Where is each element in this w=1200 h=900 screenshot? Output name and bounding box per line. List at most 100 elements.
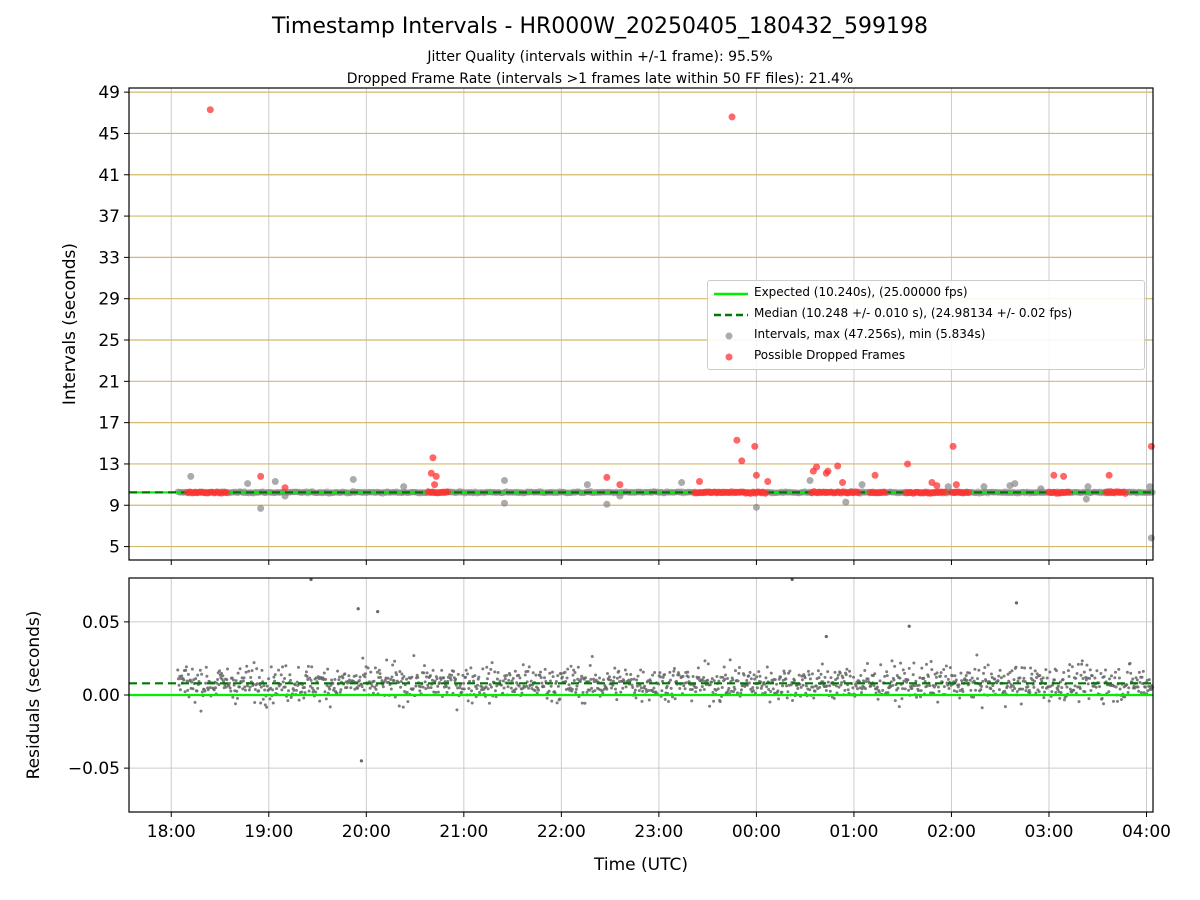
residual-point bbox=[227, 681, 231, 685]
residual-point bbox=[347, 674, 351, 678]
residual-point bbox=[1102, 675, 1106, 679]
residual-point bbox=[549, 684, 553, 688]
residual-point bbox=[269, 686, 273, 690]
residual-point bbox=[1088, 668, 1092, 672]
residual-point bbox=[203, 689, 207, 693]
residual-point bbox=[872, 683, 876, 687]
residual-point bbox=[310, 686, 314, 690]
residual-point bbox=[281, 665, 285, 669]
residual-point bbox=[825, 684, 829, 688]
residual-point bbox=[259, 701, 263, 705]
residual-point bbox=[1023, 666, 1027, 670]
residual-point bbox=[615, 698, 619, 702]
residual-point bbox=[414, 684, 418, 688]
residual-point bbox=[833, 670, 837, 674]
residual-point bbox=[542, 676, 546, 680]
residual-point bbox=[540, 681, 544, 685]
residual-point bbox=[550, 670, 554, 674]
residual-point bbox=[960, 679, 964, 683]
residual-point bbox=[632, 677, 636, 681]
residual-point bbox=[885, 670, 889, 674]
interval-outlier-point bbox=[806, 476, 814, 484]
residual-point bbox=[1011, 689, 1015, 693]
interval-outlier-point bbox=[980, 483, 988, 491]
residual-point bbox=[630, 683, 634, 687]
residual-point bbox=[997, 674, 1001, 678]
residual-point bbox=[1065, 685, 1069, 689]
residual-point bbox=[511, 676, 515, 680]
residual-point bbox=[1024, 689, 1028, 693]
residual-point bbox=[634, 696, 638, 700]
residual-point bbox=[716, 687, 720, 691]
residual-point bbox=[975, 653, 979, 657]
residual-point bbox=[1117, 667, 1121, 671]
residual-point bbox=[176, 677, 180, 681]
residual-point bbox=[462, 681, 466, 685]
residual-point bbox=[1028, 690, 1032, 694]
residual-point bbox=[893, 699, 897, 703]
interval-outlier-point bbox=[1037, 485, 1045, 493]
residual-point bbox=[881, 688, 885, 692]
residual-point bbox=[1007, 681, 1011, 685]
intervals-axes: 5 9 13 17 21 25 29 33 37 41 45 49 Intervals (seconds… bbox=[60, 83, 1156, 565]
residual-point bbox=[1109, 674, 1113, 678]
dropped-frame-point bbox=[206, 106, 214, 114]
residual-point bbox=[765, 685, 769, 689]
residual-point bbox=[391, 663, 395, 667]
residual-point bbox=[580, 674, 584, 678]
residual-point bbox=[708, 683, 712, 687]
residual-point bbox=[979, 688, 983, 692]
residual-point bbox=[676, 671, 680, 675]
residual-point bbox=[769, 689, 773, 693]
residual-point bbox=[828, 689, 832, 693]
residual-point bbox=[421, 685, 425, 689]
residual-point bbox=[458, 683, 462, 687]
residual-point bbox=[281, 680, 285, 684]
residual-point bbox=[527, 665, 531, 669]
residual-point bbox=[433, 679, 437, 683]
bottom-xtick-label: 22:00 bbox=[537, 822, 586, 842]
residual-point bbox=[1022, 676, 1026, 680]
residual-point bbox=[241, 687, 245, 691]
residual-point bbox=[1066, 669, 1070, 673]
residual-point bbox=[1059, 691, 1063, 695]
residual-point bbox=[901, 687, 905, 691]
residual-point bbox=[339, 688, 343, 692]
residual-point bbox=[369, 670, 373, 674]
residual-point bbox=[947, 687, 951, 691]
dropped-frame-point bbox=[429, 454, 437, 462]
residual-point bbox=[328, 705, 332, 709]
residual-point bbox=[836, 673, 840, 677]
residual-point bbox=[657, 682, 661, 686]
legend-item-median: Median (10.248 +/- 0.010 s), (24.98134 +… bbox=[708, 304, 1144, 325]
residual-point bbox=[1078, 687, 1082, 691]
residual-point bbox=[757, 670, 761, 674]
residual-point bbox=[801, 683, 805, 687]
residual-point bbox=[753, 677, 757, 681]
residual-point bbox=[710, 680, 714, 684]
residual-point bbox=[338, 690, 342, 694]
residual-point bbox=[659, 675, 663, 679]
residual-point bbox=[906, 678, 910, 682]
residual-point bbox=[537, 688, 541, 692]
residual-point bbox=[767, 688, 771, 692]
residual-point bbox=[968, 678, 972, 682]
residual-point bbox=[1016, 679, 1020, 683]
residual-point bbox=[780, 690, 784, 694]
residual-point bbox=[1029, 666, 1033, 670]
residual-point bbox=[697, 675, 701, 679]
residual-point bbox=[621, 686, 625, 690]
residual-point bbox=[476, 683, 480, 687]
residual-point bbox=[1054, 669, 1058, 673]
residual-point bbox=[1009, 685, 1013, 689]
interval-outlier-point bbox=[678, 479, 686, 487]
residual-point bbox=[345, 685, 349, 689]
residual-point bbox=[225, 678, 229, 682]
residual-point bbox=[487, 701, 491, 705]
residual-point bbox=[972, 679, 976, 683]
residual-point bbox=[840, 681, 844, 685]
residual-point bbox=[341, 676, 345, 680]
residual-point bbox=[917, 683, 921, 687]
residual-point bbox=[826, 670, 830, 674]
